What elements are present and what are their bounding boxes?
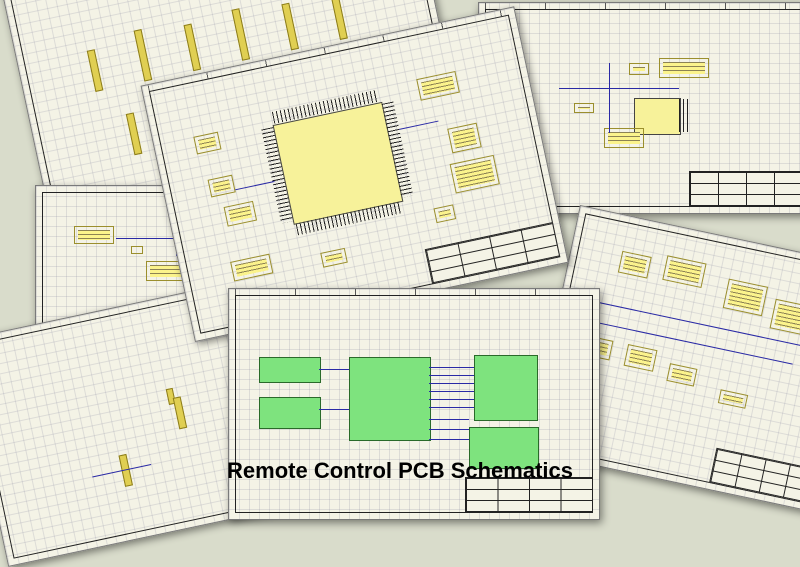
- battery-block: [259, 357, 321, 383]
- schematic-sheet-block-diagram: [228, 288, 600, 520]
- wire: [429, 429, 469, 430]
- annotation-note: [74, 226, 114, 244]
- annotation-note: [146, 261, 186, 281]
- wire: [429, 367, 474, 368]
- wire: [319, 409, 349, 410]
- annotation-note: [131, 246, 143, 254]
- wire: [429, 407, 474, 408]
- ic-pins: [679, 99, 689, 132]
- ir-block: [469, 427, 539, 469]
- mcu-block: [349, 357, 431, 441]
- wire: [429, 391, 474, 392]
- wire: [116, 238, 226, 239]
- title-block: [688, 171, 800, 207]
- wire: [429, 383, 474, 384]
- image-caption: Remote Control PCB Schematics: [227, 458, 573, 483]
- switch-block: [259, 397, 321, 429]
- led-block: [474, 355, 538, 421]
- wire: [429, 399, 474, 400]
- annotation-note: [659, 58, 709, 78]
- wire: [609, 63, 610, 133]
- wire: [319, 369, 349, 370]
- sheet-ruler: [485, 3, 800, 9]
- annotation-note: [574, 103, 594, 113]
- schematic-sheet-top-right: [478, 2, 800, 214]
- wire: [429, 419, 469, 420]
- sheet-ruler: [235, 289, 593, 295]
- annotation-note: [629, 63, 649, 75]
- annotation-note: [604, 128, 644, 148]
- wire: [429, 375, 474, 376]
- wire: [429, 439, 469, 440]
- wire: [559, 88, 679, 89]
